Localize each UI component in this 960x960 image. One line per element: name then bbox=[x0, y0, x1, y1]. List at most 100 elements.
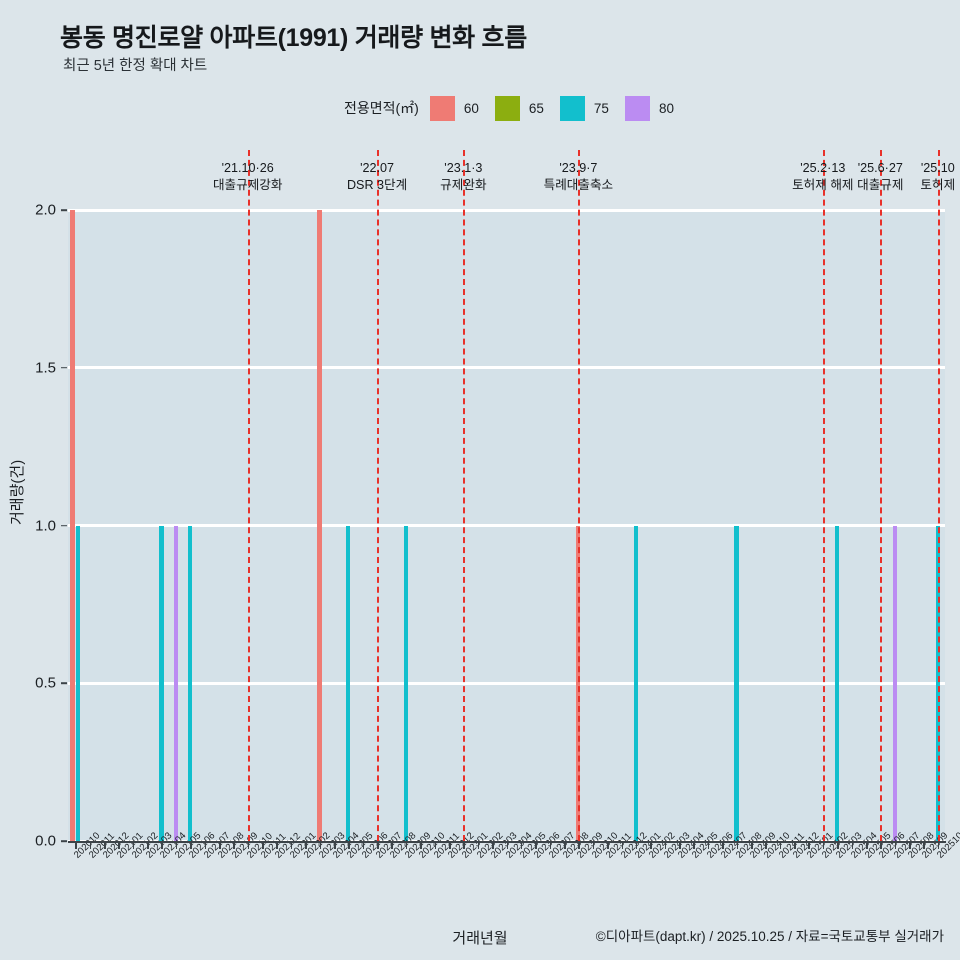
x-tick-mark bbox=[736, 841, 739, 849]
y-tick-label: 1.0 bbox=[35, 517, 56, 534]
x-tick-mark bbox=[621, 841, 624, 849]
x-tick-mark bbox=[377, 841, 379, 849]
event-text: 토허제 해제 bbox=[792, 178, 854, 192]
x-tick-mark bbox=[420, 841, 422, 849]
x-tick-mark bbox=[865, 841, 868, 849]
event-text: 규제완화 bbox=[440, 178, 487, 192]
y-tick-label: 0.5 bbox=[35, 674, 56, 692]
footer-credit: ©디아파트(dapt.kr) / 2025.10.25 / 자료=국토교통부 실… bbox=[595, 929, 944, 944]
gridline bbox=[68, 524, 945, 527]
x-tick-mark bbox=[549, 841, 552, 849]
x-tick-mark bbox=[779, 841, 782, 849]
x-tick-mark bbox=[722, 841, 724, 849]
event-line-202301 bbox=[463, 150, 466, 841]
bar-202104-75[interactable] bbox=[159, 525, 164, 841]
bar-202408-75[interactable] bbox=[734, 525, 739, 841]
legend-item-60[interactable]: 60 bbox=[429, 95, 495, 121]
event-line-202110 bbox=[247, 150, 250, 841]
x-tick-mark bbox=[520, 841, 523, 849]
x-tick-mark bbox=[477, 841, 480, 849]
x-axis-line bbox=[68, 841, 946, 843]
y-tick-label: 0.0 bbox=[35, 832, 56, 850]
x-tick-mark bbox=[362, 841, 365, 849]
x-tick-mark bbox=[161, 841, 164, 849]
event-text: 특례대출축소 bbox=[543, 178, 614, 192]
bar-202105-80[interactable] bbox=[173, 525, 178, 841]
y-tick-mark bbox=[61, 840, 67, 842]
x-tick-mark bbox=[492, 841, 494, 849]
x-tick-mark bbox=[837, 841, 839, 849]
x-tick-mark bbox=[564, 841, 566, 849]
x-tick-mark bbox=[132, 841, 135, 849]
bar-202010-75[interactable] bbox=[75, 525, 80, 841]
x-tick-mark bbox=[305, 841, 307, 849]
bar-202106-75[interactable] bbox=[188, 525, 193, 841]
legend-label-60: 60 bbox=[463, 100, 479, 116]
event-date: '22.07 bbox=[360, 161, 395, 175]
x-tick-mark bbox=[276, 841, 279, 849]
x-tick-mark bbox=[707, 841, 710, 849]
event-text: 대출규제 bbox=[857, 178, 904, 192]
legend-swatch-65 bbox=[494, 95, 520, 121]
x-tick-mark bbox=[880, 841, 882, 849]
event-annotation-202110: '21.10·26 대출규제강화 bbox=[213, 160, 283, 194]
bar-202203-60[interactable] bbox=[317, 210, 322, 841]
event-text: DSR 3단계 bbox=[346, 178, 408, 192]
legend-item-65[interactable]: 65 bbox=[494, 95, 560, 121]
bar-202205-75[interactable] bbox=[346, 525, 351, 841]
y-axis-label: 거래량(건) bbox=[9, 459, 26, 525]
x-tick-mark bbox=[822, 841, 825, 849]
event-line-202510 bbox=[937, 150, 940, 841]
page-subtitle: 최근 5년 한정 확대 차트 bbox=[63, 58, 208, 74]
x-tick-mark bbox=[937, 841, 940, 849]
x-tick-mark bbox=[391, 841, 394, 849]
x-tick-mark bbox=[103, 841, 106, 849]
y-tick-mark bbox=[61, 524, 67, 527]
legend-swatch-60 bbox=[429, 95, 455, 121]
event-annotation-202502: '25.2·13 토허제 해제 bbox=[792, 160, 853, 194]
event-date: '25.6·27 bbox=[857, 161, 903, 175]
x-tick-mark bbox=[204, 841, 207, 849]
x-tick-mark bbox=[664, 841, 667, 849]
gridline bbox=[68, 208, 945, 212]
x-tick-mark bbox=[319, 841, 322, 849]
x-tick-mark bbox=[190, 841, 192, 849]
event-line-202207 bbox=[377, 150, 380, 841]
bar-202503-75[interactable] bbox=[835, 525, 840, 841]
bar-202010-60[interactable] bbox=[70, 210, 75, 841]
x-tick-mark bbox=[262, 841, 264, 849]
x-axis-label: 거래년월 bbox=[452, 930, 508, 947]
bar-202209-75[interactable] bbox=[403, 525, 408, 841]
x-tick-mark bbox=[794, 841, 796, 849]
x-tick-mark bbox=[147, 841, 149, 849]
x-tick-mark bbox=[118, 841, 120, 849]
x-tick-mark bbox=[405, 841, 408, 849]
legend-item-75[interactable]: 75 bbox=[559, 95, 625, 121]
y-tick-label: 1.5 bbox=[35, 359, 56, 377]
bar-202507-80[interactable] bbox=[892, 525, 897, 841]
bar-202401-75[interactable] bbox=[633, 525, 638, 841]
x-tick-mark bbox=[578, 841, 580, 849]
x-tick-mark bbox=[909, 841, 911, 849]
legend-title: 전용면적(㎡) bbox=[344, 100, 419, 116]
event-date: '25.10 bbox=[920, 161, 955, 175]
event-date: '23.9·7 bbox=[559, 161, 598, 175]
x-tick-mark bbox=[506, 841, 509, 849]
event-line-202502 bbox=[822, 150, 825, 841]
chart-legend: 전용면적(㎡) 60 65 75 80 bbox=[344, 95, 690, 121]
x-tick-mark bbox=[679, 841, 681, 849]
legend-swatch-80 bbox=[624, 95, 650, 121]
event-date: '23.1·3 bbox=[444, 161, 483, 175]
y-tick-mark bbox=[61, 366, 67, 369]
event-annotation-202506: '25.6·27 대출규제 bbox=[857, 160, 903, 194]
x-tick-mark bbox=[923, 841, 926, 849]
event-annotation-202309: '23.9·7 특례대출축소 bbox=[544, 160, 614, 194]
x-tick-mark bbox=[535, 841, 537, 849]
event-annotation-202207: '22.07 DSR 3단계 bbox=[347, 160, 407, 194]
y-tick-mark bbox=[61, 682, 67, 685]
x-tick-mark bbox=[635, 841, 638, 849]
legend-item-80[interactable]: 80 bbox=[624, 95, 690, 121]
y-tick-label: 2.0 bbox=[35, 201, 56, 219]
event-annotation-202510: '25.10 토허제 bbox=[920, 160, 955, 194]
x-tick-mark bbox=[89, 841, 92, 849]
